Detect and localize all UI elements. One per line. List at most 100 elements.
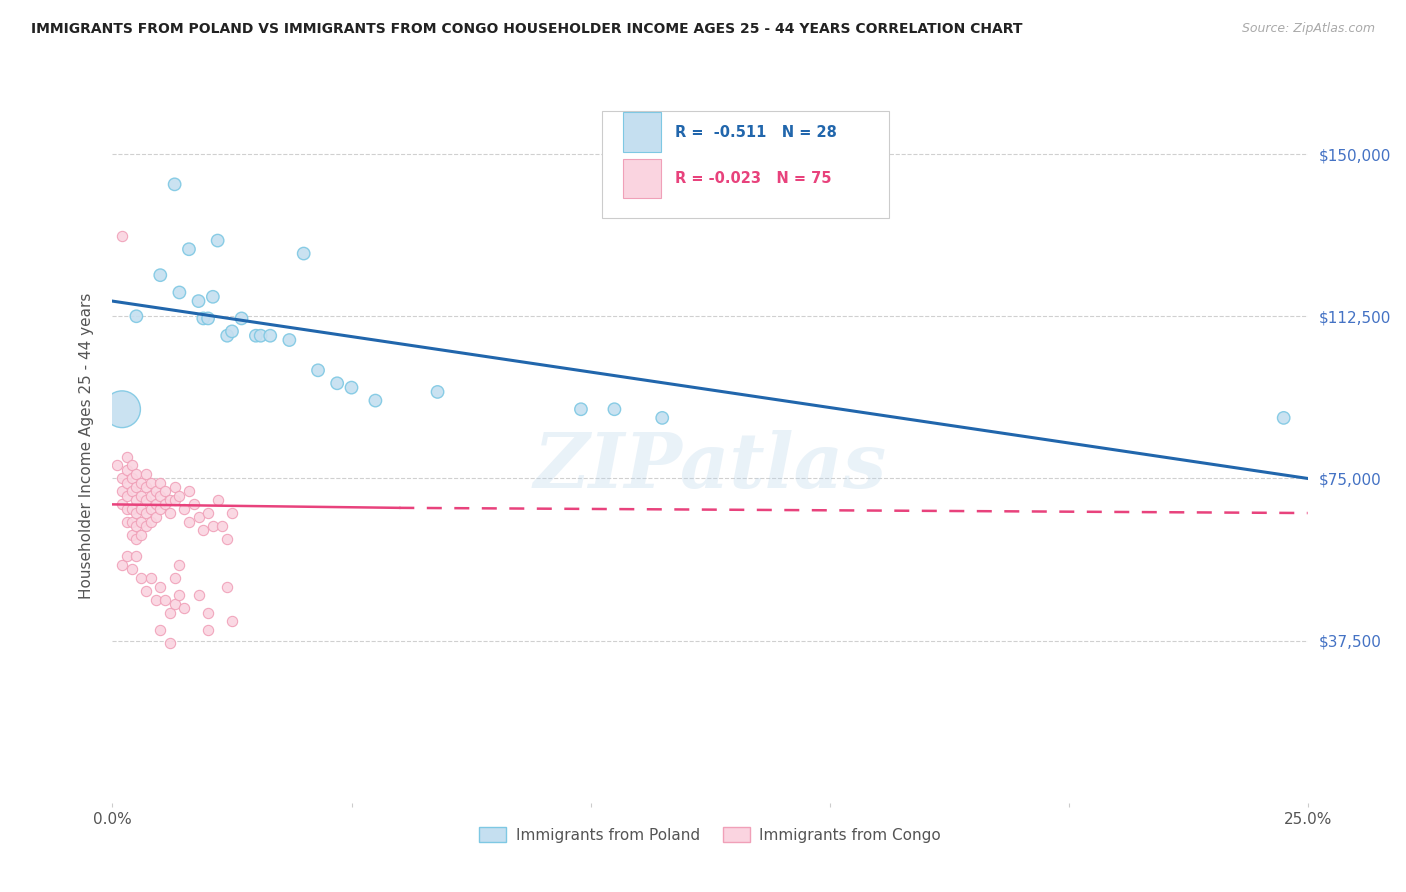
- Point: [145, 592, 167, 607]
- Point: [111, 484, 134, 499]
- Point: [115, 549, 138, 564]
- Point: [125, 310, 148, 324]
- Point: [139, 571, 162, 585]
- Point: [259, 328, 281, 343]
- Text: IMMIGRANTS FROM POLAND VS IMMIGRANTS FROM CONGO HOUSEHOLDER INCOME AGES 25 - 44 : IMMIGRANTS FROM POLAND VS IMMIGRANTS FRO…: [31, 22, 1022, 37]
- Y-axis label: Householder Income Ages 25 - 44 years: Householder Income Ages 25 - 44 years: [79, 293, 94, 599]
- Point: [135, 583, 157, 598]
- Point: [193, 311, 215, 326]
- Point: [231, 311, 253, 326]
- Point: [129, 571, 152, 585]
- Point: [125, 506, 148, 520]
- Point: [163, 493, 186, 508]
- Point: [169, 558, 191, 572]
- Point: [173, 601, 195, 615]
- Point: [145, 497, 167, 511]
- Point: [159, 493, 181, 508]
- Point: [121, 458, 143, 473]
- Point: [149, 268, 172, 282]
- Point: [149, 501, 172, 516]
- Point: [135, 467, 157, 482]
- Point: [129, 501, 152, 516]
- Legend: Immigrants from Poland, Immigrants from Congo: Immigrants from Poland, Immigrants from …: [472, 821, 948, 848]
- Text: ZIPatlas: ZIPatlas: [533, 431, 887, 504]
- Point: [1272, 410, 1295, 425]
- Point: [221, 506, 243, 520]
- Point: [153, 497, 176, 511]
- Point: [221, 614, 243, 628]
- Point: [187, 294, 209, 309]
- Text: Source: ZipAtlas.com: Source: ZipAtlas.com: [1241, 22, 1375, 36]
- Point: [139, 501, 162, 516]
- Point: [139, 489, 162, 503]
- Point: [153, 592, 176, 607]
- Point: [115, 489, 138, 503]
- Point: [115, 475, 138, 490]
- Point: [173, 501, 195, 516]
- Point: [111, 558, 134, 572]
- Point: [135, 519, 157, 533]
- Point: [129, 527, 152, 541]
- Point: [197, 606, 219, 620]
- Point: [183, 497, 205, 511]
- Point: [125, 467, 148, 482]
- Point: [201, 290, 224, 304]
- Point: [129, 489, 152, 503]
- Point: [149, 475, 172, 490]
- Point: [135, 480, 157, 494]
- Point: [187, 588, 209, 602]
- Point: [163, 178, 186, 192]
- Point: [163, 597, 186, 611]
- Point: [115, 515, 138, 529]
- Point: [121, 562, 143, 576]
- Point: [197, 311, 219, 326]
- Point: [149, 580, 172, 594]
- Point: [169, 489, 191, 503]
- Point: [603, 402, 626, 417]
- Point: [149, 489, 172, 503]
- Point: [159, 506, 181, 520]
- Point: [115, 501, 138, 516]
- Text: R =  -0.511   N = 28: R = -0.511 N = 28: [675, 125, 837, 139]
- Text: R = -0.023   N = 75: R = -0.023 N = 75: [675, 171, 832, 186]
- Point: [278, 333, 301, 347]
- Point: [111, 497, 134, 511]
- Point: [145, 484, 167, 499]
- Point: [115, 450, 138, 464]
- Point: [111, 402, 134, 417]
- Point: [111, 229, 134, 244]
- Point: [125, 549, 148, 564]
- Point: [177, 484, 200, 499]
- Point: [177, 515, 200, 529]
- Point: [139, 515, 162, 529]
- Point: [201, 519, 224, 533]
- Point: [105, 458, 128, 473]
- Point: [125, 480, 148, 494]
- Point: [149, 623, 172, 637]
- Point: [177, 242, 200, 256]
- Point: [187, 510, 209, 524]
- Point: [125, 493, 148, 508]
- Point: [169, 588, 191, 602]
- Point: [169, 285, 191, 300]
- Point: [569, 402, 592, 417]
- Point: [129, 515, 152, 529]
- Bar: [623, 159, 661, 198]
- Bar: [623, 112, 661, 152]
- Point: [121, 471, 143, 485]
- Point: [364, 393, 387, 408]
- Point: [307, 363, 329, 377]
- Point: [125, 532, 148, 546]
- Point: [217, 532, 239, 546]
- Point: [121, 515, 143, 529]
- Point: [153, 484, 176, 499]
- Point: [135, 506, 157, 520]
- Point: [651, 410, 673, 425]
- Point: [249, 328, 271, 343]
- Point: [340, 381, 363, 395]
- Point: [217, 580, 239, 594]
- Point: [211, 519, 233, 533]
- Point: [121, 501, 143, 516]
- Point: [193, 524, 215, 538]
- Point: [207, 234, 229, 248]
